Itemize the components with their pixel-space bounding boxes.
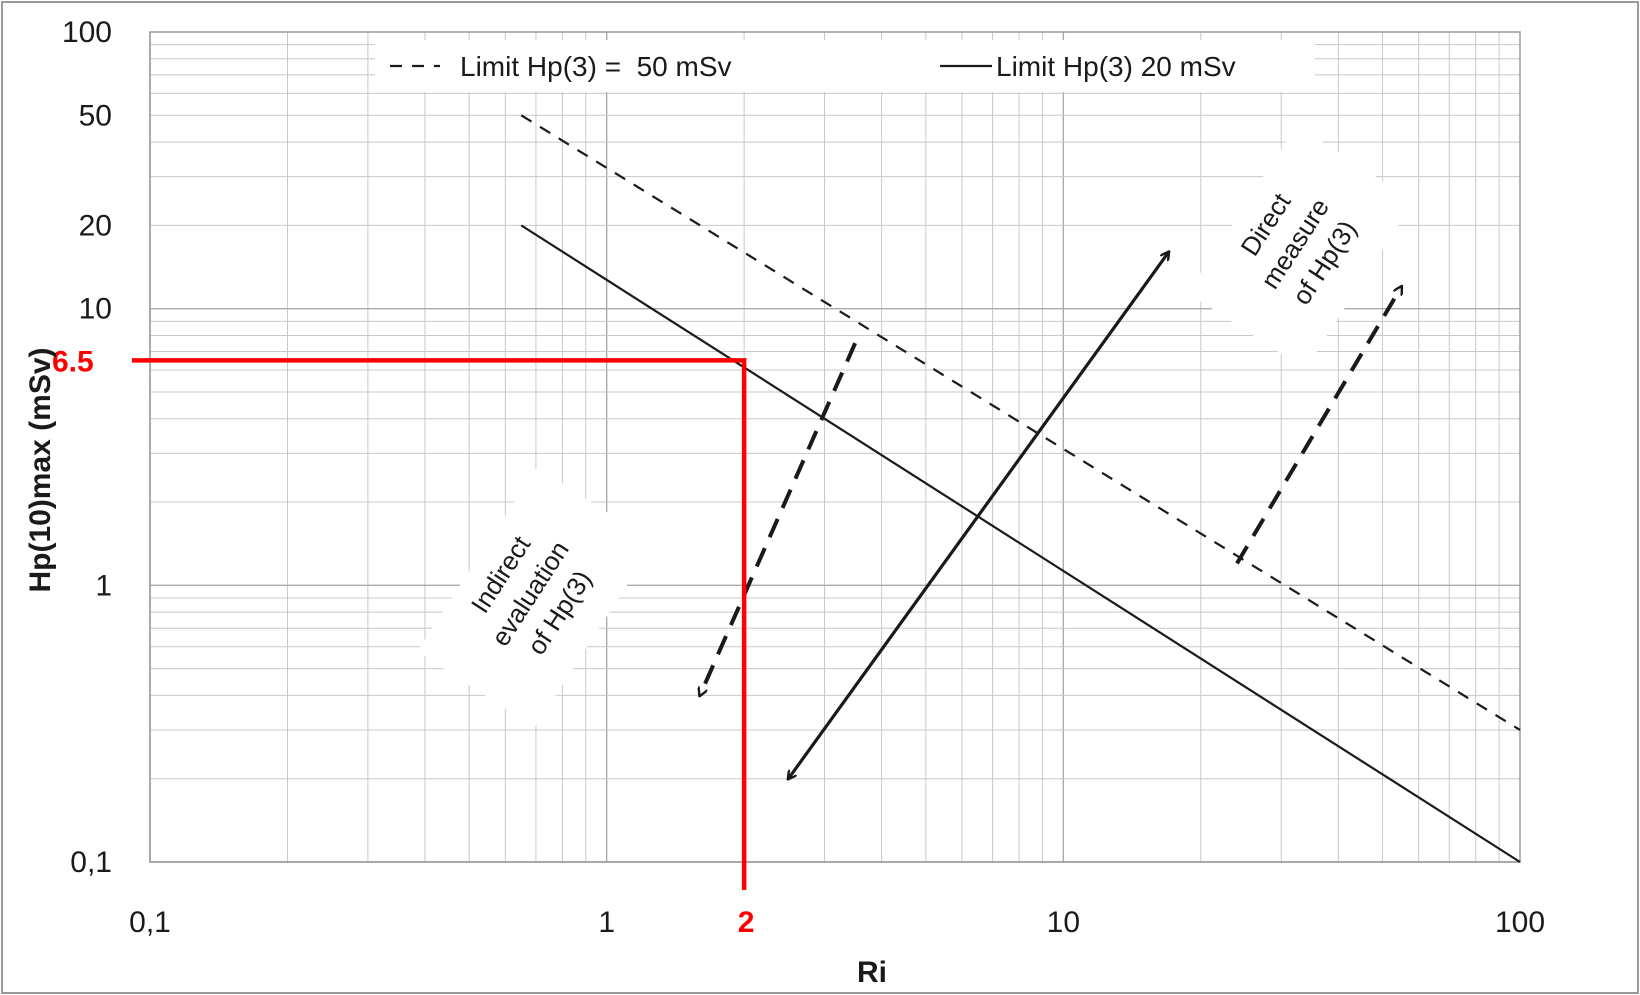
highlight-marker: 6.52 [52, 345, 754, 939]
legend: Limit Hp(3) = 50 mSv Limit Hp(3) 20 mSv [375, 40, 1315, 92]
indirect-annotation: Indirect evaluation of Hp(3) [417, 466, 655, 728]
y-tick-label: 1 [95, 569, 112, 602]
direct-measure-arrow [1235, 287, 1401, 565]
highlight-guide-lines [132, 358, 747, 890]
series-line-limit-50 [520, 114, 1521, 731]
highlight-y-label: 6.5 [52, 345, 94, 378]
y-tick-label: 10 [79, 293, 112, 326]
legend-dashed-label: Limit Hp(3) = 50 mSv [460, 51, 732, 82]
x-tick-label: 10 [1047, 906, 1080, 939]
legend-solid-label: Limit Hp(3) 20 mSv [996, 51, 1236, 82]
direct-annotation-bg [1187, 125, 1414, 370]
y-tick-label: 50 [79, 99, 112, 132]
direct-annotation: Direct measure of Hp(3) [1187, 125, 1414, 370]
y-axis-title: Hp(10)max (mSv) [24, 347, 57, 592]
plot-area-border [149, 31, 1521, 863]
annotation-arrows [700, 252, 1402, 779]
double-headed-arrow [788, 252, 1168, 779]
indirect-annotation-bg [417, 466, 655, 728]
x-tick-label: 100 [1495, 906, 1545, 939]
y-tick-label: 0,1 [70, 846, 112, 879]
y-tick-label: 100 [62, 16, 112, 49]
x-tick-label: 1 [598, 906, 615, 939]
y-tick-label: 20 [79, 209, 112, 242]
x-tick-label: 0,1 [129, 906, 171, 939]
legend-background [375, 40, 1315, 92]
x-axis-title: Ri [857, 956, 887, 989]
highlight-x-label: 2 [738, 906, 755, 939]
axes: 0,1 1 10 100 0,1 1 10 20 50 100 [62, 16, 1545, 939]
